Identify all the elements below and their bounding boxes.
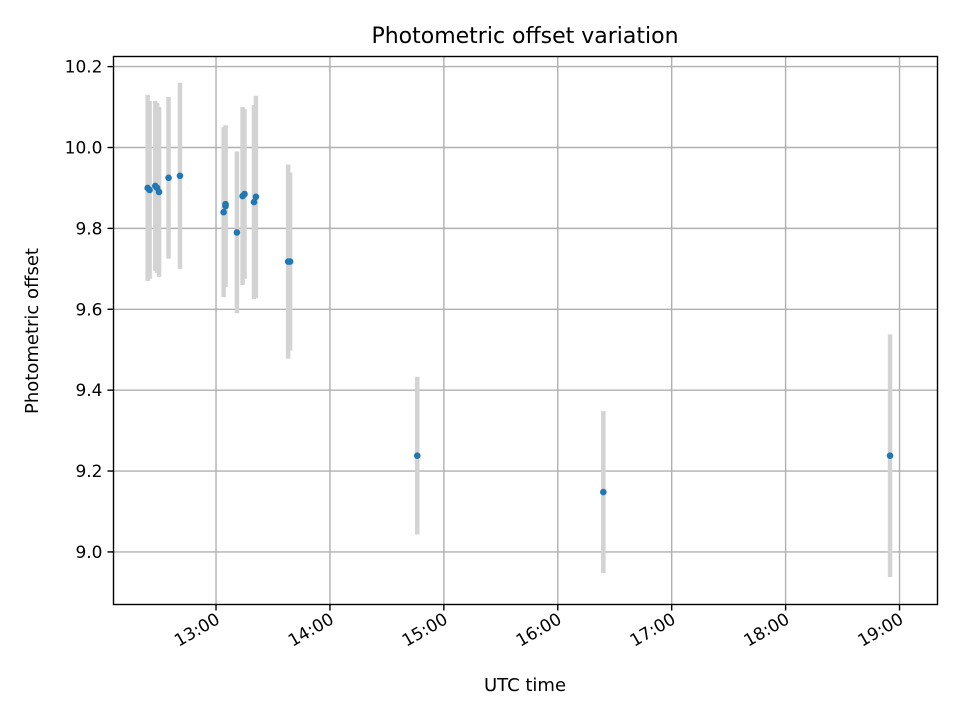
y-axis: 9.0 9.2 9.4 9.6 9.8 10.0 10.2 bbox=[65, 58, 114, 563]
data-point bbox=[222, 200, 229, 208]
x-tick-label: 16:00 bbox=[513, 610, 565, 652]
data-point bbox=[286, 258, 294, 265]
y-tick-label: 9.8 bbox=[75, 219, 102, 239]
y-tick-label: 9.2 bbox=[75, 462, 102, 482]
x-tick-label: 18:00 bbox=[741, 610, 793, 652]
x-tick-label: 19:00 bbox=[855, 610, 907, 652]
x-tick-label: 14:00 bbox=[285, 610, 337, 652]
data-point bbox=[176, 172, 184, 180]
data-point bbox=[165, 174, 172, 182]
data-point bbox=[233, 229, 241, 236]
x-axis: 13:00 14:00 15:00 16:00 17:00 18:00 19:00 bbox=[171, 604, 907, 652]
y-tick-label: 9.4 bbox=[75, 381, 102, 401]
error-bars bbox=[145, 82, 893, 577]
x-tick-label: 15:00 bbox=[399, 610, 451, 652]
data-point bbox=[146, 186, 153, 194]
data-point bbox=[250, 198, 258, 206]
x-tick-label: 13:00 bbox=[171, 610, 223, 652]
grid bbox=[113, 56, 938, 605]
x-tick-label: 17:00 bbox=[627, 610, 679, 652]
y-tick-label: 9.0 bbox=[75, 543, 102, 563]
data-point bbox=[241, 190, 248, 198]
plot-frame bbox=[112, 55, 939, 606]
chart-title: Photometric offset variation bbox=[371, 24, 678, 49]
y-tick-label: 10.2 bbox=[65, 58, 103, 78]
y-tick-label: 9.6 bbox=[75, 300, 102, 320]
x-axis-label: UTC time bbox=[484, 675, 566, 696]
data-point bbox=[600, 488, 607, 496]
data-point bbox=[220, 208, 227, 216]
data-point bbox=[413, 452, 421, 459]
data-point bbox=[252, 193, 260, 201]
data-point bbox=[886, 452, 894, 459]
data-points bbox=[144, 172, 894, 496]
data-point bbox=[155, 188, 163, 196]
y-tick-label: 10.0 bbox=[65, 138, 103, 158]
y-axis-label: Photometric offset bbox=[22, 248, 43, 414]
